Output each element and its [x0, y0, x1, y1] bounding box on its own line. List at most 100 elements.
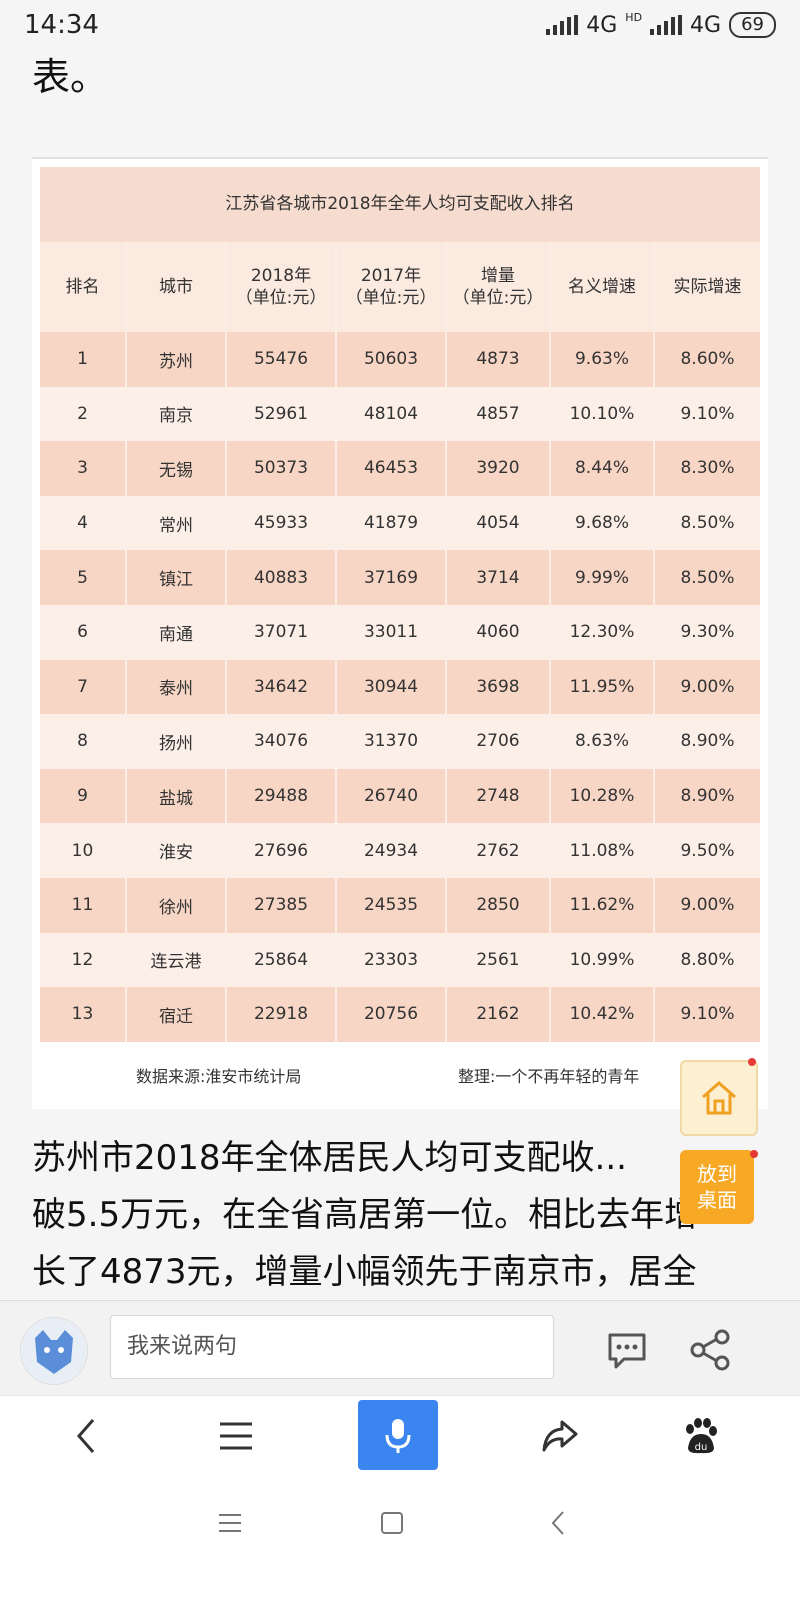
table-cell: 10.99% — [550, 932, 655, 988]
table-cell: 9.30% — [654, 604, 760, 660]
table-cell: 连云港 — [126, 932, 227, 988]
table-cell: 3714 — [446, 550, 551, 605]
table-footer: 数据来源:淮安市统计局 整理:一个不再年轻的青年 — [32, 1039, 768, 1099]
table-row: 5 镇江 40883 37169 3714 9.99% 8.50% — [40, 550, 760, 605]
table-cell: 8.44% — [550, 441, 655, 496]
signal-icon-2 — [650, 15, 683, 35]
header-text: 2017年 — [360, 266, 422, 286]
table-cell: 26740 — [336, 768, 447, 824]
table-cell: 48104 — [336, 386, 447, 442]
table-cell: 24934 — [336, 823, 447, 878]
table-row: 4 常州 45933 41879 4054 9.68% 8.50% — [40, 495, 760, 551]
table-header-cell: 排名 — [40, 242, 127, 332]
table-cell: 泰州 — [126, 659, 227, 715]
baidu-button[interactable]: du — [660, 1396, 740, 1476]
table-cell: 9.99% — [550, 550, 655, 605]
table-cell: 52961 — [226, 386, 337, 442]
table-cell: 2850 — [446, 877, 551, 933]
table-cell: 2561 — [446, 932, 551, 988]
avatar-icon — [21, 1318, 87, 1384]
table-cell: 23303 — [336, 932, 447, 988]
status-indicators: 4G HD 4G 69 — [546, 12, 776, 38]
table-cell: 南京 — [126, 386, 227, 442]
table-row: 6 南通 37071 33011 4060 12.30% 9.30% — [40, 604, 760, 660]
income-table: 江苏省各城市2018年全年人均可支配收入排名 排名 城市 2018年 （单位:元） 20… — [40, 167, 760, 1042]
header-text: （单位:元） — [235, 288, 327, 308]
forward-share-button[interactable] — [520, 1396, 600, 1476]
table-cell: 25864 — [226, 932, 337, 988]
comment-input[interactable]: 我来说两句 — [110, 1315, 554, 1379]
hd-badge: HD — [625, 11, 643, 24]
table-cell: 6 — [40, 604, 127, 660]
table-cell: 3 — [40, 441, 127, 496]
avatar[interactable] — [20, 1317, 88, 1385]
header-text: 2018年 — [250, 266, 312, 286]
system-menu-button[interactable] — [190, 1483, 270, 1563]
table-cell: 34076 — [226, 714, 337, 769]
article-line: 长了4873元，增量小幅领先于南京市，居全 — [32, 1252, 697, 1292]
data-source: 数据来源:淮安市统计局 — [136, 1067, 302, 1086]
table-cell: 8.30% — [654, 441, 760, 496]
table-header-cell: 2017年 （单位:元） — [336, 242, 447, 332]
system-home-button[interactable] — [352, 1483, 432, 1563]
notification-dot — [748, 1058, 756, 1066]
network-type-2: 4G — [690, 12, 722, 38]
network-type: 4G — [586, 12, 618, 38]
desktop-label-2: 桌面 — [697, 1188, 737, 1212]
table-cell: 8.50% — [654, 550, 760, 605]
table-cell: 2706 — [446, 714, 551, 769]
table-cell: 40883 — [226, 550, 337, 605]
table-cell: 淮安 — [126, 823, 227, 878]
voice-search-button[interactable] — [358, 1400, 438, 1470]
table-cell: 8 — [40, 714, 127, 769]
table-cell: 37071 — [226, 604, 337, 660]
organizer-note: 整理:一个不再年轻的青年 — [458, 1067, 640, 1086]
table-row: 12 连云港 25864 23303 2561 10.99% 8.80% — [40, 932, 760, 988]
table-cell: 南通 — [126, 604, 227, 660]
comments-button[interactable] — [604, 1327, 650, 1373]
table-cell: 4060 — [446, 604, 551, 660]
system-back-button[interactable] — [518, 1483, 598, 1563]
home-float-button[interactable] — [680, 1060, 758, 1136]
table-cell: 徐州 — [126, 877, 227, 933]
table-cell: 22918 — [226, 987, 337, 1042]
table-cell: 4054 — [446, 495, 551, 551]
share-icon — [690, 1329, 730, 1371]
table-cell: 27696 — [226, 823, 337, 878]
menu-icon — [220, 1422, 252, 1450]
table-cell: 8.80% — [654, 932, 760, 988]
table-header-cell: 实际增速 — [654, 242, 760, 332]
header-text: （单位:元） — [452, 288, 544, 308]
table-cell: 3698 — [446, 659, 551, 715]
header-text: 实际增速 — [673, 277, 742, 297]
table-row: 7 泰州 34642 30944 3698 11.95% 9.00% — [40, 659, 760, 715]
system-nav-bar — [0, 1475, 800, 1600]
header-text: 排名 — [65, 277, 100, 297]
table-cell: 2762 — [446, 823, 551, 878]
table-cell: 9.00% — [654, 659, 760, 715]
share-button[interactable] — [688, 1327, 734, 1373]
article-line: 苏州市2018年全体居民人均可支配收... — [32, 1138, 627, 1178]
table-cell: 50603 — [336, 332, 447, 387]
table-cell: 50373 — [226, 441, 337, 496]
add-to-desktop-button[interactable]: 放到 桌面 — [680, 1150, 754, 1224]
back-button[interactable] — [46, 1396, 126, 1476]
table-cell: 9.50% — [654, 823, 760, 878]
table-cell: 扬州 — [126, 714, 227, 769]
table-header-cell: 名义增速 — [550, 242, 655, 332]
table-cell: 29488 — [226, 768, 337, 824]
svg-text:du: du — [695, 1442, 708, 1453]
article-text-fragment: 表。 — [32, 55, 109, 99]
table-row: 10 淮安 27696 24934 2762 11.08% 9.50% — [40, 823, 760, 878]
table-cell: 1 — [40, 332, 127, 387]
header-text: 增量 — [481, 266, 515, 286]
table-cell: 9.68% — [550, 495, 655, 551]
header-text: 名义增速 — [568, 277, 636, 297]
table-cell: 2 — [40, 386, 127, 442]
menu-button[interactable] — [196, 1396, 276, 1476]
table-body: 1 苏州 55476 50603 4873 9.63% 8.60% 2 南京 52961 48104… — [40, 332, 760, 1042]
table-cell: 8.60% — [654, 332, 760, 387]
table-cell: 11.08% — [550, 823, 655, 878]
header-text: （单位:元） — [345, 288, 437, 308]
table-cell: 9 — [40, 768, 127, 824]
